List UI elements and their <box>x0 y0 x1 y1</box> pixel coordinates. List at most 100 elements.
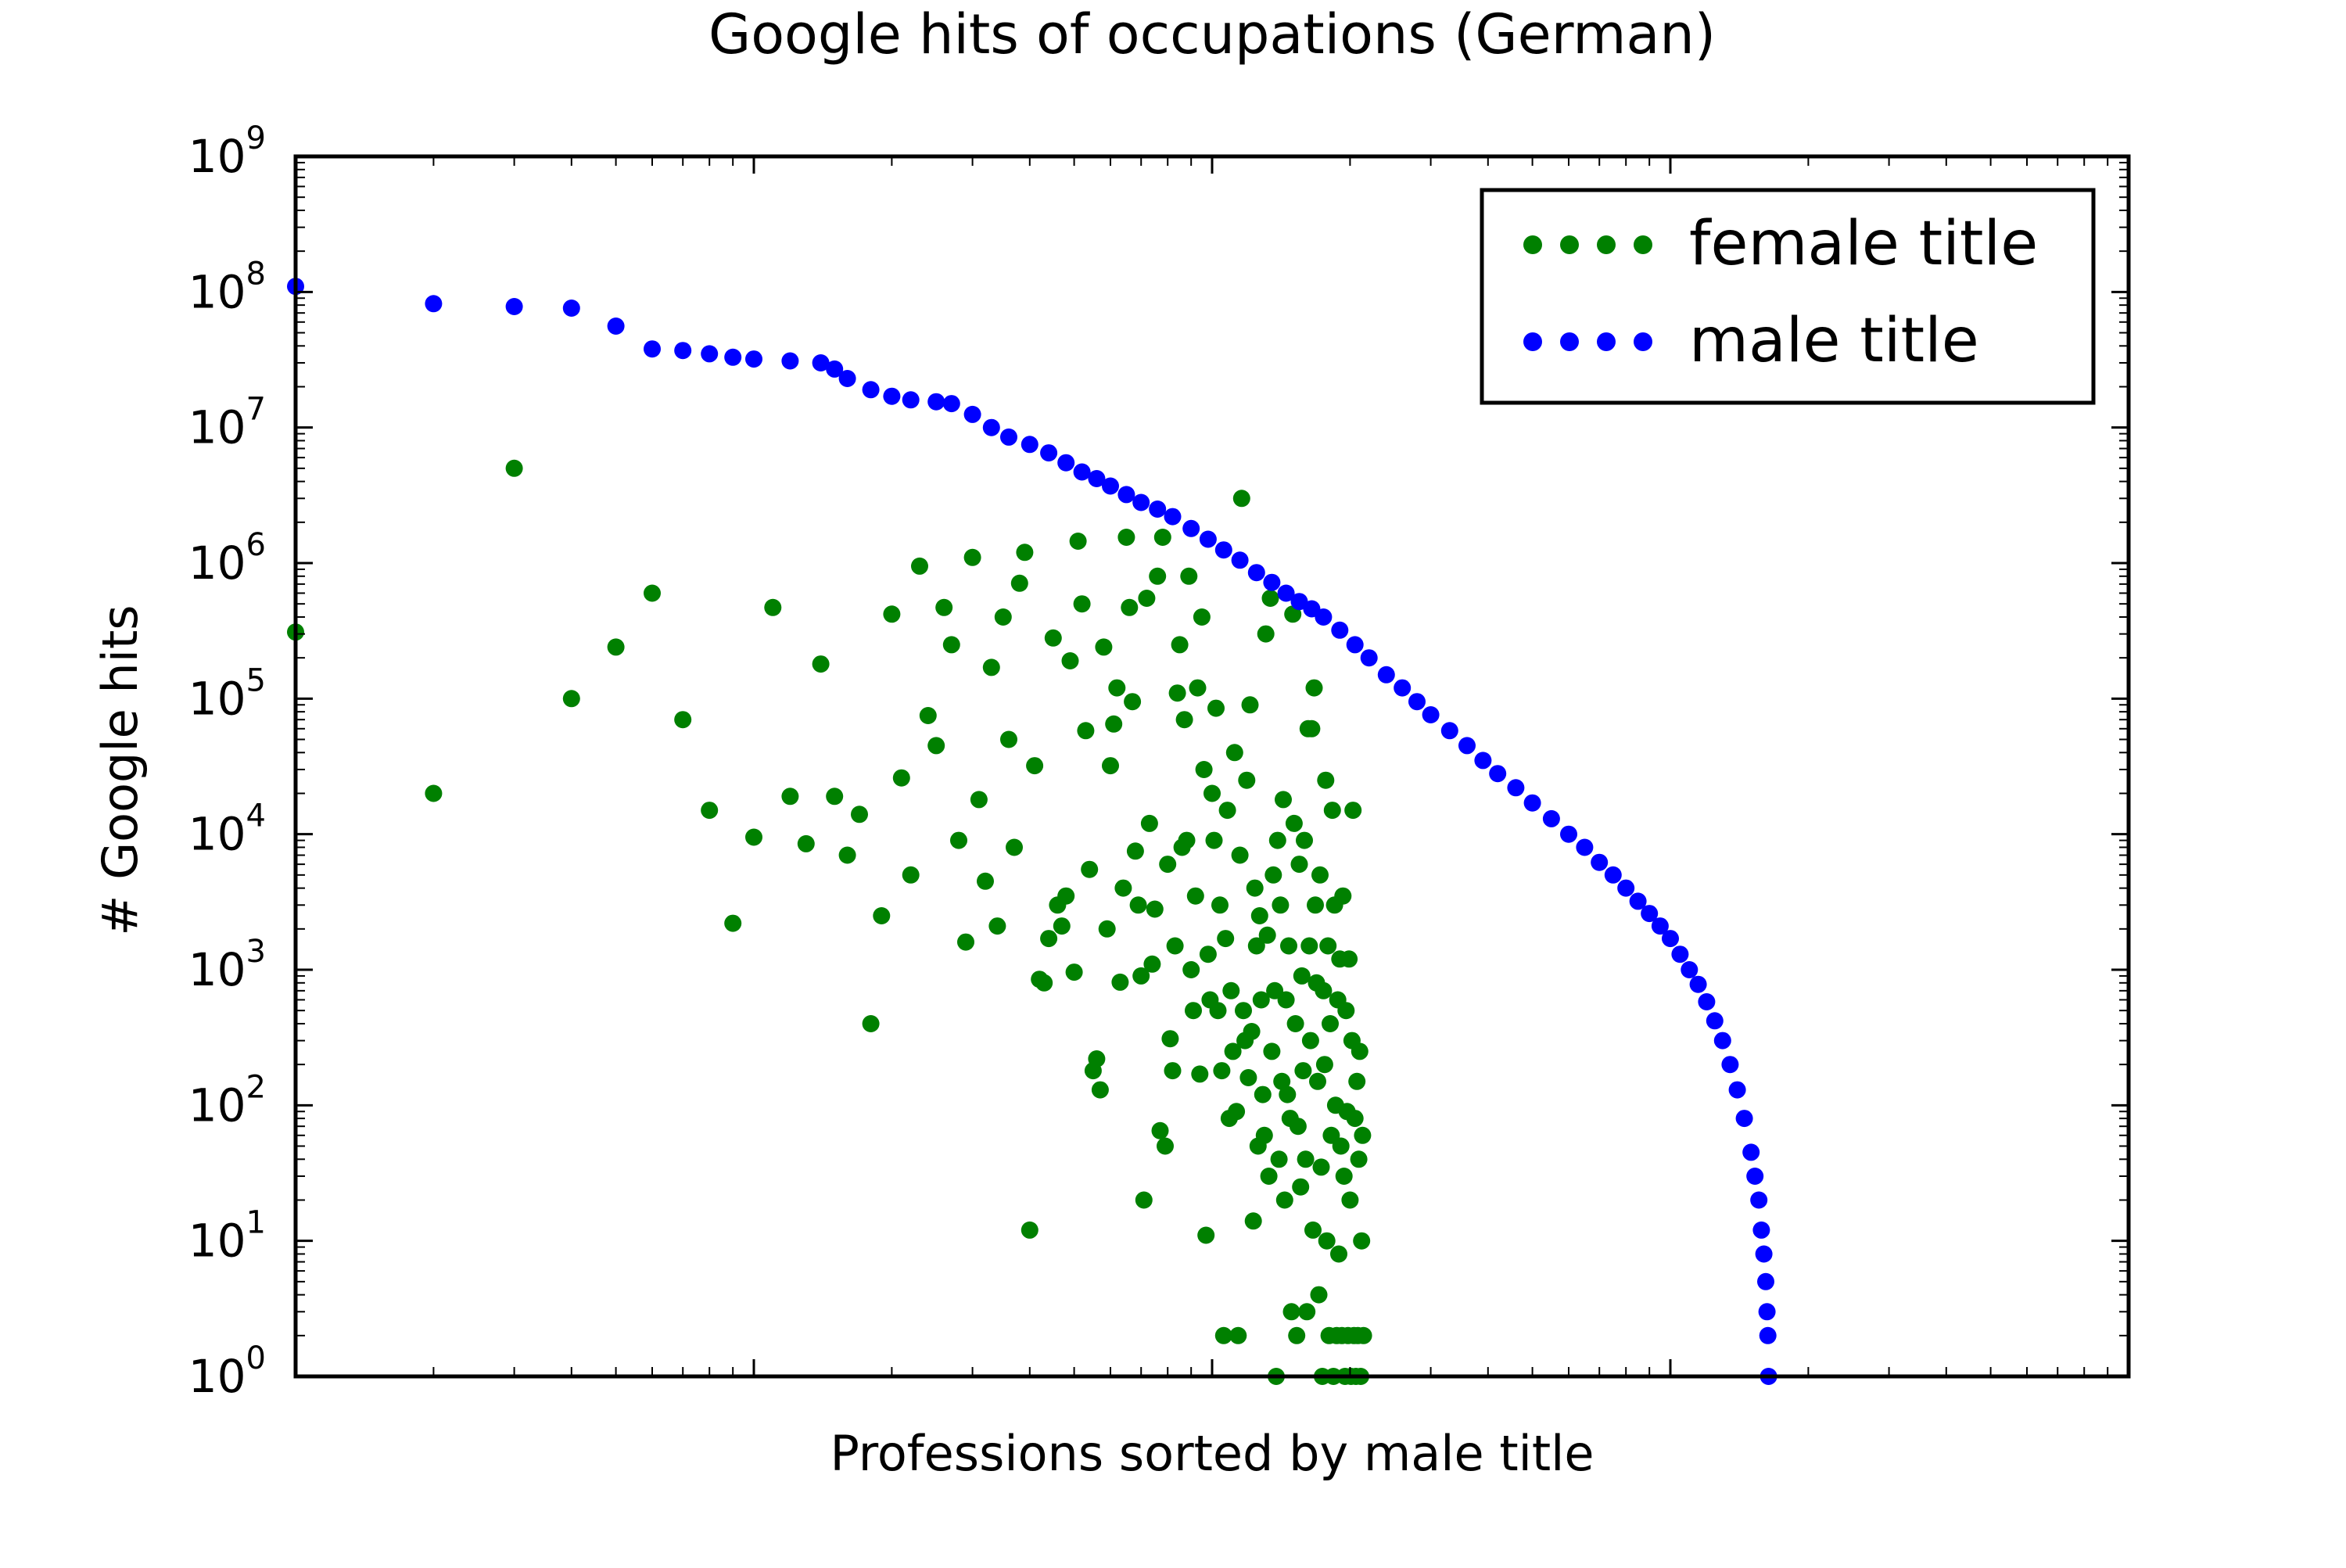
legend-marker-dot <box>1634 332 1652 351</box>
data-point <box>1293 967 1311 985</box>
legend-box <box>1480 188 2096 405</box>
data-point <box>1016 544 1034 562</box>
data-point <box>1354 1326 1372 1344</box>
data-point <box>1576 838 1594 856</box>
data-point <box>1681 961 1699 978</box>
y-tick-label: 109 <box>188 120 266 183</box>
data-point <box>1280 937 1297 955</box>
data-point <box>1199 945 1217 963</box>
data-point <box>1077 722 1095 740</box>
data-point <box>674 342 692 360</box>
data-point <box>1250 907 1268 924</box>
data-point <box>1275 791 1292 809</box>
data-point <box>1157 1137 1174 1155</box>
data-point <box>1182 961 1200 978</box>
data-point <box>1560 825 1577 843</box>
data-point <box>982 658 1000 676</box>
data-point <box>1272 896 1290 914</box>
data-point <box>1102 477 1119 495</box>
data-point <box>1214 1326 1232 1344</box>
data-point <box>1088 1050 1106 1067</box>
data-point <box>1671 945 1689 963</box>
legend-female-label: female title <box>1689 209 2038 279</box>
data-point <box>1323 802 1341 820</box>
data-point <box>812 354 830 371</box>
series-0 <box>287 459 1372 1385</box>
data-point <box>1254 1085 1272 1103</box>
data-point <box>826 788 844 806</box>
data-point <box>970 791 988 809</box>
data-point <box>1300 937 1318 955</box>
data-point <box>1224 1042 1242 1060</box>
data-point <box>935 598 953 616</box>
data-point <box>1044 629 1062 647</box>
data-point <box>607 318 625 335</box>
data-point <box>1124 693 1142 711</box>
data-point <box>1195 761 1213 778</box>
data-point <box>1288 1326 1306 1344</box>
data-point <box>1151 1121 1169 1139</box>
data-point <box>1159 856 1177 874</box>
data-point <box>1285 814 1303 832</box>
data-point <box>1706 1012 1724 1030</box>
data-point <box>963 405 981 423</box>
data-point <box>812 655 830 673</box>
data-point <box>963 548 981 566</box>
data-point <box>1166 937 1184 955</box>
data-point <box>1026 757 1044 775</box>
data-point <box>1231 551 1249 569</box>
y-tick-label: 106 <box>188 527 266 590</box>
data-point <box>1180 567 1198 585</box>
data-point <box>562 690 580 708</box>
data-point <box>1243 1023 1261 1040</box>
data-point <box>1312 1158 1330 1176</box>
data-point <box>1149 567 1167 585</box>
data-point <box>1746 1168 1764 1185</box>
data-point <box>701 345 719 363</box>
data-point <box>1277 991 1295 1009</box>
legend-male-marker <box>1523 332 1652 351</box>
data-point <box>1337 1002 1355 1020</box>
data-point <box>1662 930 1679 948</box>
data-point <box>919 707 937 724</box>
data-point <box>1755 1245 1773 1263</box>
data-point <box>1247 564 1265 582</box>
data-point <box>862 1015 880 1032</box>
data-point <box>1171 636 1189 654</box>
data-point <box>1344 802 1362 820</box>
data-point <box>1489 765 1507 783</box>
data-point <box>1061 652 1079 669</box>
data-point <box>1239 1069 1257 1086</box>
data-point <box>927 393 945 411</box>
data-point <box>1332 1137 1350 1155</box>
data-point <box>1318 1232 1336 1250</box>
y-tick-label: 101 <box>188 1205 266 1268</box>
data-point <box>505 298 523 315</box>
data-point <box>1222 981 1240 999</box>
data-point <box>1759 1326 1777 1344</box>
data-point <box>838 370 856 387</box>
y-tick-label: 108 <box>188 256 266 318</box>
data-point <box>1140 814 1158 832</box>
data-point <box>1297 1150 1315 1168</box>
data-point <box>1053 917 1071 935</box>
data-point <box>1211 896 1229 914</box>
data-point <box>1301 1032 1319 1050</box>
data-point <box>1117 529 1135 546</box>
data-point <box>1307 896 1324 914</box>
y-tick-label: 105 <box>188 662 266 725</box>
data-point <box>1351 1042 1368 1060</box>
data-point <box>1350 1150 1368 1168</box>
data-point <box>1213 1062 1231 1080</box>
data-point <box>902 866 920 884</box>
data-point <box>1203 784 1221 802</box>
y-axis-label: # Google hits <box>91 605 149 935</box>
data-point <box>1721 1056 1739 1074</box>
data-point <box>1218 802 1236 820</box>
data-point <box>1507 779 1525 797</box>
data-point <box>1149 501 1167 518</box>
data-point <box>1244 1212 1262 1230</box>
data-point <box>505 459 523 477</box>
data-point <box>1394 679 1412 697</box>
